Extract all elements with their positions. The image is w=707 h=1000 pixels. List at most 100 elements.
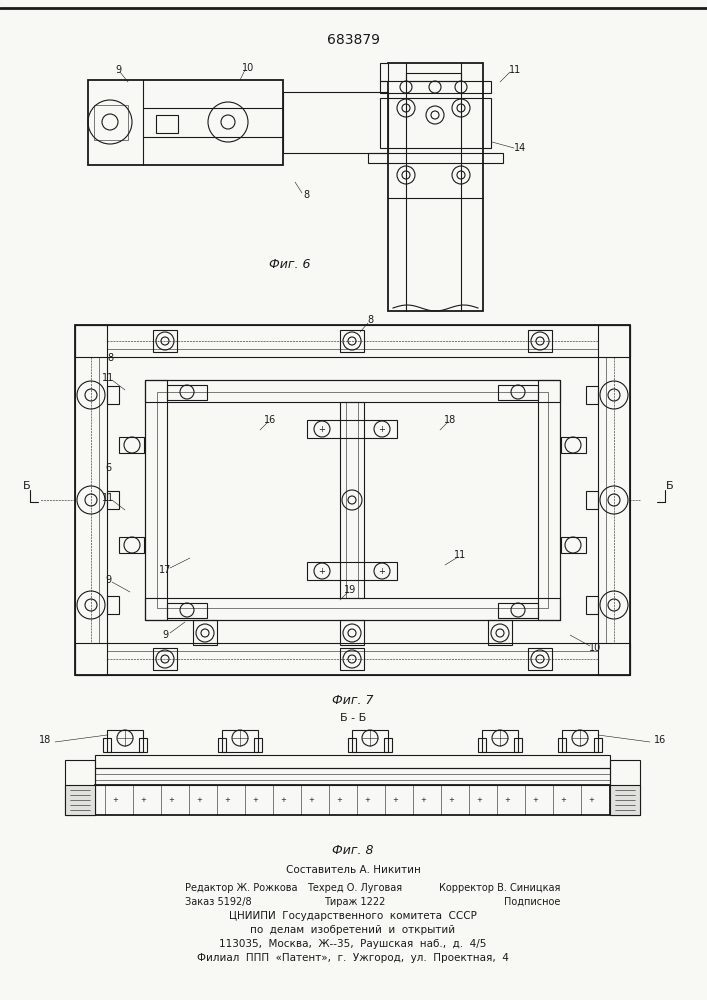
Bar: [145, 380, 167, 620]
Bar: [139, 738, 147, 752]
Text: 16: 16: [264, 415, 276, 425]
Bar: [153, 648, 177, 670]
Bar: [167, 603, 207, 618]
Bar: [95, 768, 610, 785]
Bar: [222, 730, 258, 752]
Bar: [145, 380, 560, 402]
Text: Тираж 1222: Тираж 1222: [325, 897, 386, 907]
Bar: [514, 738, 522, 752]
Text: Подписное: Подписное: [503, 897, 560, 907]
Text: ЦНИИПИ  Государственного  комитета  СССР: ЦНИИПИ Государственного комитета СССР: [229, 911, 477, 921]
Text: +: +: [168, 797, 174, 803]
Text: +: +: [532, 797, 538, 803]
Text: 10: 10: [242, 63, 254, 73]
Bar: [528, 330, 552, 352]
Bar: [65, 785, 95, 815]
Text: Фиг. 8: Фиг. 8: [332, 844, 374, 856]
Text: 11: 11: [102, 373, 114, 383]
Bar: [586, 596, 598, 614]
Bar: [388, 63, 483, 311]
Text: 9: 9: [105, 575, 111, 585]
Bar: [153, 330, 177, 352]
Text: +: +: [252, 797, 258, 803]
Text: +: +: [448, 797, 454, 803]
Bar: [348, 738, 356, 752]
Bar: [340, 402, 364, 598]
Text: 8: 8: [107, 353, 113, 363]
Bar: [594, 738, 602, 752]
Bar: [88, 80, 283, 165]
Text: +: +: [504, 797, 510, 803]
Bar: [75, 325, 630, 357]
Text: 113035,  Москва,  Ж--35,  Раушская  наб.,  д.  4/5: 113035, Москва, Ж--35, Раушская наб., д.…: [219, 939, 486, 949]
Text: Фиг. 7: Фиг. 7: [332, 694, 374, 706]
Text: 16: 16: [654, 735, 666, 745]
Bar: [340, 648, 364, 670]
Bar: [193, 620, 217, 645]
Text: 11: 11: [509, 65, 521, 75]
Bar: [610, 760, 640, 815]
Bar: [598, 325, 630, 675]
Bar: [107, 491, 119, 509]
Text: Филиал  ППП  «Патент»,  г.  Ужгород,  ул.  Проектная,  4: Филиал ППП «Патент», г. Ужгород, ул. Про…: [197, 953, 509, 963]
Bar: [119, 437, 144, 453]
Bar: [65, 760, 95, 815]
Text: 17: 17: [159, 565, 171, 575]
Bar: [107, 596, 119, 614]
Bar: [340, 330, 364, 352]
Bar: [380, 81, 491, 93]
Bar: [610, 785, 640, 815]
Bar: [586, 386, 598, 404]
Bar: [107, 730, 143, 752]
Text: Б - Б: Б - Б: [340, 713, 366, 723]
Text: +: +: [196, 797, 202, 803]
Text: 11: 11: [102, 493, 114, 503]
Text: Корректор В. Синицкая: Корректор В. Синицкая: [438, 883, 560, 893]
Bar: [119, 537, 144, 553]
Bar: [107, 386, 119, 404]
Bar: [145, 598, 560, 620]
Bar: [103, 738, 111, 752]
Text: +: +: [308, 797, 314, 803]
Text: +: +: [280, 797, 286, 803]
Text: 8: 8: [367, 315, 373, 325]
Bar: [538, 380, 560, 620]
Text: 19: 19: [344, 585, 356, 595]
Bar: [94, 105, 128, 140]
Bar: [368, 153, 503, 163]
Text: Б: Б: [666, 481, 674, 491]
Text: 14: 14: [514, 143, 526, 153]
Text: +: +: [476, 797, 482, 803]
Bar: [380, 98, 491, 148]
Text: по  делам  изобретений  и  открытий: по делам изобретений и открытий: [250, 925, 455, 935]
Bar: [156, 115, 178, 133]
Bar: [307, 420, 397, 438]
Bar: [478, 738, 486, 752]
Bar: [307, 562, 397, 580]
Bar: [145, 380, 560, 620]
Bar: [498, 603, 538, 618]
Text: 11: 11: [454, 550, 466, 560]
Text: 10: 10: [589, 643, 601, 653]
Text: +: +: [420, 797, 426, 803]
Bar: [218, 738, 226, 752]
Text: 9: 9: [162, 630, 168, 640]
Text: +: +: [588, 797, 594, 803]
Text: 9: 9: [115, 65, 121, 75]
Bar: [95, 785, 610, 815]
Text: 6: 6: [105, 463, 111, 473]
Text: 8: 8: [303, 190, 309, 200]
Text: +: +: [378, 424, 385, 434]
Bar: [167, 385, 207, 400]
Bar: [482, 730, 518, 752]
Text: Б: Б: [23, 481, 31, 491]
Text: +: +: [112, 797, 118, 803]
Bar: [283, 92, 388, 153]
Text: Заказ 5192/8: Заказ 5192/8: [185, 897, 252, 907]
Bar: [561, 437, 586, 453]
Bar: [561, 537, 586, 553]
Bar: [75, 325, 630, 675]
Text: +: +: [378, 566, 385, 576]
Bar: [254, 738, 262, 752]
Bar: [95, 755, 610, 768]
